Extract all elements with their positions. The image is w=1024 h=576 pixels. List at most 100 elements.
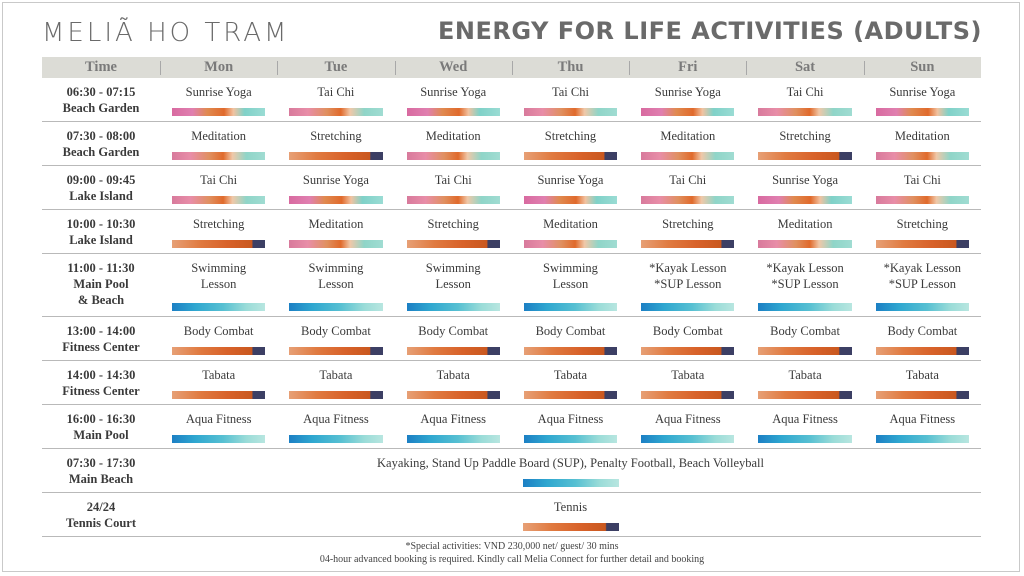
activity-color-bar <box>641 391 735 399</box>
activity-name: Aqua Fitness <box>185 412 252 426</box>
activity-name: Sunrise Yoga <box>537 173 604 187</box>
activity-name: Meditation <box>425 129 481 143</box>
activity-name: Swimming <box>425 261 481 275</box>
activity-name: Swimming <box>191 261 247 275</box>
activity-color-bar <box>289 108 383 116</box>
activity-cell: Sunrise Yoga <box>395 78 512 121</box>
activity-name: Tai Chi <box>786 85 824 99</box>
activity-name: Lesson <box>435 277 471 291</box>
activity-color-bar <box>758 240 852 248</box>
activity-color-bar <box>289 347 383 355</box>
activity-cell: Swimming Lesson <box>395 254 512 316</box>
activity-color-bar <box>523 435 618 443</box>
header-day: Fri <box>629 59 746 76</box>
activity-cell: Meditation <box>512 210 629 253</box>
time-location: 09:00 - 09:45 Lake Island <box>42 166 160 209</box>
activity-color-bar <box>875 435 969 443</box>
activity-name: Aqua Fitness <box>772 412 838 426</box>
activity-color-bar <box>875 108 969 116</box>
activity-cell: Tabata <box>746 361 863 404</box>
activity-color-bar <box>641 303 735 311</box>
activity-name: Tabata <box>553 368 588 382</box>
activity-color-bar <box>406 152 500 160</box>
location: Beach Garden <box>62 145 140 159</box>
time-location: 07:30 - 08:00 Beach Garden <box>42 122 160 165</box>
activity-color-bar <box>406 347 500 355</box>
activity-cell: Stretching <box>160 210 277 253</box>
activity-color-bar <box>875 152 969 160</box>
location: Fitness Center <box>62 384 140 398</box>
activity-color-bar <box>289 391 383 399</box>
activity-name: Lesson <box>200 277 237 291</box>
table-row: 07:30 - 17:30 Main Beach Kayaking, Stand U… <box>42 449 981 493</box>
activity-name: Meditation <box>894 129 950 143</box>
activity-cell: Tabata <box>395 361 512 404</box>
activity-name: Stretching <box>427 217 479 231</box>
activity-cell: Meditation <box>277 210 394 253</box>
header-day: Tue <box>277 59 394 76</box>
location: Fitness Center <box>62 340 140 354</box>
location: & Beach <box>77 293 125 307</box>
activity-cell: Body Combat <box>746 317 863 360</box>
activity-name: Stretching <box>544 129 597 143</box>
time-range: 07:30 - 08:00 <box>66 129 136 143</box>
activity-name: Sunrise Yoga <box>302 173 369 187</box>
table-row: 09:00 - 09:45 Lake Island Tai Chi Sunrise Y… <box>42 166 981 210</box>
activity-name: *SUP Lesson <box>654 277 722 291</box>
activity-cell: Aqua Fitness <box>629 405 746 448</box>
table-row: 06:30 - 07:15 Beach Garden Sunrise Yoga Tai… <box>42 78 981 122</box>
activity-name: Aqua Fitness <box>420 412 487 426</box>
activity-name: Body Combat <box>535 324 606 338</box>
activity-name: Tabata <box>788 368 822 382</box>
activity-cell: Swimming Lesson <box>512 254 629 316</box>
activity-name: Tabata <box>202 368 236 382</box>
activity-name: Body Combat <box>770 324 840 338</box>
activity-name: Stretching <box>310 129 362 143</box>
activity-name: Tabata <box>671 368 705 382</box>
activity-color-bar <box>758 303 852 311</box>
activity-color-bar <box>172 152 266 160</box>
activity-cell: Meditation <box>395 122 512 165</box>
activity-color-bar <box>522 479 619 487</box>
location: Tennis Court <box>65 516 137 530</box>
time-range: 11:00 - 11:30 <box>67 261 135 275</box>
activity-cell: Aqua Fitness <box>395 405 512 448</box>
table-row: 10:00 - 10:30 Lake Island Stretching Medita… <box>42 210 981 254</box>
time-location: 06:30 - 07:15 Beach Garden <box>42 78 160 121</box>
activity-color-bar <box>406 391 500 399</box>
activity-color-bar <box>875 347 969 355</box>
activity-color-bar <box>172 391 266 399</box>
activity-name: Aqua Fitness <box>889 412 956 426</box>
activity-color-bar <box>172 347 266 355</box>
activity-name: *Kayak Lesson <box>883 261 962 275</box>
activity-cell: Stretching <box>864 210 981 253</box>
activity-color-bar <box>522 523 619 531</box>
activity-color-bar <box>641 240 735 248</box>
time-location: 24/24 Tennis Court <box>42 493 160 536</box>
time-range: 09:00 - 09:45 <box>66 173 136 187</box>
activity-cell: Meditation <box>746 210 863 253</box>
activity-color-bar <box>641 347 735 355</box>
activity-color-bar <box>875 391 969 399</box>
activity-color-bar <box>641 196 735 204</box>
activity-cell: Tabata <box>277 361 394 404</box>
time-location: 13:00 - 14:00 Fitness Center <box>42 317 160 360</box>
activity-cell: Stretching <box>277 122 394 165</box>
activity-name: *Kayak Lesson <box>766 261 844 275</box>
activity-color-bar <box>172 108 266 116</box>
activity-name: Stretching <box>779 129 831 143</box>
activity-name: Body Combat <box>301 324 371 338</box>
activity-cell: Sunrise Yoga <box>160 78 277 121</box>
activity-cell: Swimming Lesson <box>277 254 394 316</box>
activity-name: Lesson <box>318 277 354 291</box>
activity-color-bar <box>641 108 735 116</box>
activity-name: Body Combat <box>652 324 723 338</box>
activity-color-bar <box>289 435 383 443</box>
activity-cell: Tabata <box>160 361 277 404</box>
location: Main Beach <box>68 472 134 486</box>
table-body: 06:30 - 07:15 Beach Garden Sunrise Yoga Tai… <box>42 78 981 537</box>
header-day: Sat <box>746 59 863 76</box>
activity-name: Meditation <box>660 129 716 143</box>
activity-name: Stretching <box>192 217 245 231</box>
activity-color-bar <box>523 108 618 116</box>
